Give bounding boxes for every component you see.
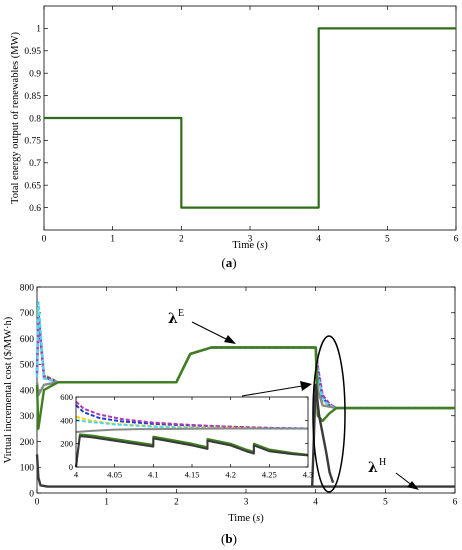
chart-b-xtick-label: 4 (313, 498, 318, 508)
chart-a-xtick-label: 6 (454, 235, 459, 245)
chart-b-series-line (310, 383, 335, 487)
lambda-e-symbol: λ (168, 311, 178, 327)
inset-ytick-label: 200 (60, 439, 73, 449)
chart-a-xtick-label: 2 (179, 235, 184, 245)
chart-b-ylabel: Virtual incremental cost ($/MW·h) (3, 316, 14, 463)
inset-ytick-label: 600 (60, 392, 73, 402)
chart-a-ytick-label: 0.6 (29, 204, 41, 214)
chart-a-ytick-label: 0.85 (24, 92, 41, 102)
inset-series-line (75, 427, 308, 433)
chart-b-ytick-label: 400 (20, 386, 35, 396)
chart-a-ytick-label: 0.65 (24, 182, 41, 192)
inset-xtick-label: 4 (74, 470, 79, 480)
chart-b-xtick-label: 0 (35, 498, 40, 508)
chart-b-panel-label: (b) (221, 531, 237, 546)
chart-a-ytick-label: 0.75 (24, 137, 41, 147)
chart-b-xtick-label: 6 (453, 498, 458, 508)
lambda-h-superscript: H (379, 457, 386, 468)
chart-b-ticks: 0 1 2 3 4 5 6 0 100 200 300 400 500 600 700 800 (20, 283, 458, 507)
chart-b-xtick-label: 1 (104, 498, 109, 508)
chart-a-xtick-label: 5 (385, 235, 390, 245)
lambda-e-superscript: E (178, 308, 184, 319)
inset-lines (75, 400, 309, 468)
lambda-h-annotation: λ H (368, 457, 419, 490)
chart-a: 0 1 2 3 4 5 6 0.6 0.65 0.7 0.75 0.8 0.85 0.9 0.95 1 Tot… (10, 5, 459, 270)
chart-b-series-line (35, 346, 455, 430)
chart-b-ytick-label: 700 (20, 309, 35, 319)
chart-b-xtick-label: 2 (174, 498, 179, 508)
chart-b-ytick-label: 500 (20, 361, 35, 371)
inset-series-line (75, 400, 309, 430)
chart-a-series-line (44, 27, 456, 209)
chart-b-ytick-label: 200 (20, 438, 35, 448)
inset-xtick-label: 4.2 (225, 470, 236, 480)
chart-b-ytick-label: 800 (20, 283, 35, 293)
lambda-e-arrow-shaft (191, 321, 229, 341)
chart-b-series-line (35, 454, 455, 488)
chart-a-xtick-label: 4 (316, 235, 321, 245)
chart-a-ytick-label: 0.8 (29, 114, 41, 124)
chart-b-series-line (35, 311, 455, 410)
chart-b-ytick-label: 0 (29, 489, 34, 499)
chart-a-panel-label: (a) (221, 255, 236, 270)
chart-a-ytick-label: 0.7 (29, 159, 41, 169)
chart-b-ytick-label: 300 (20, 412, 35, 422)
chart-b-xtick-label: 5 (383, 498, 388, 508)
chart-b-series-line (35, 301, 455, 410)
inset-xtick-label: 4.05 (107, 470, 122, 480)
chart-a-xlabel: Time (s) (232, 240, 268, 251)
chart-a-xtick-label: 0 (42, 235, 47, 245)
chart-b-series-line (35, 316, 455, 410)
chart-b-ytick-label: 600 (20, 335, 35, 345)
chart-b-series-line (35, 306, 455, 410)
lambda-h-arrowhead (407, 481, 419, 490)
chart-b-ytick-label: 100 (20, 464, 35, 474)
chart-a-ytick-label: 1 (36, 25, 41, 35)
chart-a-ytick-label: 0.95 (24, 47, 41, 57)
inset-series-line (75, 435, 309, 468)
chart-a-ylabel: Total energy output of renewables (MW) (10, 32, 21, 204)
inset-ticks: 4 4.05 4.1 4.15 4.2 4.25 4.3 0 200 400 600 (60, 392, 313, 480)
inset-chart: 4 4.05 4.1 4.15 4.2 4.25 4.3 0 200 400 600 (60, 392, 313, 480)
chart-b: 0 1 2 3 4 5 6 0 100 200 300 400 500 600 700 800 λ E λ H (3, 283, 458, 546)
lambda-e-arrowhead (224, 335, 236, 344)
chart-a-xtick-label: 1 (110, 235, 115, 245)
chart-a-ticks: 0 1 2 3 4 5 6 0.6 0.65 0.7 0.75 0.8 0.85 0.9 0.95 1 (24, 6, 459, 245)
chart-a-ytick-label: 0.9 (29, 70, 41, 80)
lambda-h-symbol: λ (368, 460, 378, 476)
inset-xtick-label: 4.1 (148, 470, 159, 480)
inset-xtick-label: 4.25 (262, 470, 277, 480)
chart-b-xlabel: Time (s) (228, 513, 264, 524)
chart-b-lines (35, 301, 455, 488)
chart-b-xtick-label: 3 (244, 498, 249, 508)
inset-ytick-label: 0 (69, 462, 73, 472)
inset-xtick-label: 4.3 (303, 470, 314, 480)
inset-ytick-label: 400 (60, 415, 73, 425)
zoom-arrow (241, 381, 312, 397)
zoom-ellipse (312, 335, 346, 493)
inset-xtick-label: 4.15 (185, 470, 200, 480)
chart-a-xtick-label: 3 (248, 235, 253, 245)
inset-series-line (75, 404, 309, 430)
lambda-e-annotation: λ E (168, 308, 236, 344)
chart-a-lines (44, 27, 456, 209)
inset-background (76, 397, 308, 467)
